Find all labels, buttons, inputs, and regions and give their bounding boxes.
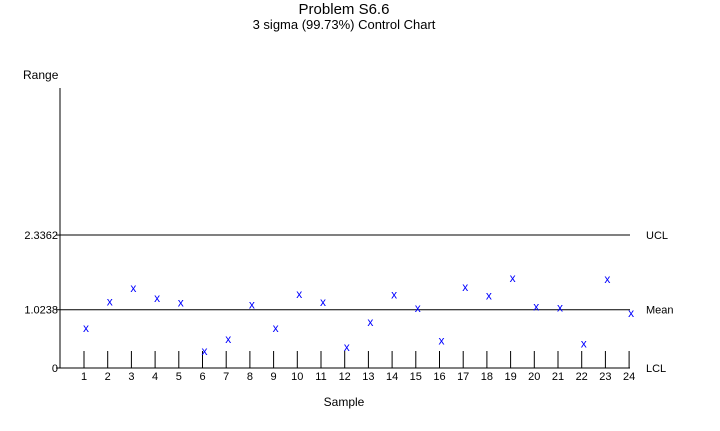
data-point: x [628,306,634,320]
x-axis-title: Sample [324,395,365,409]
data-point: x [83,321,89,335]
data-point: x [367,315,373,329]
x-tick-label: 6 [199,371,205,383]
mean-y-tick-label: 1.0238 [24,305,58,317]
x-tick-label: 10 [291,371,303,383]
x-tick-label: 5 [176,371,182,383]
x-tick-label: 23 [599,371,611,383]
x-tick-label: 14 [386,371,398,383]
x-tick-label: 4 [152,371,158,383]
data-point: x [510,271,516,285]
data-point: x [130,281,136,295]
data-point: x [581,337,587,351]
data-point: x [415,301,421,315]
x-tick-label: 18 [481,371,493,383]
chart-subtitle: 3 sigma (99.73%) Control Chart [252,17,436,32]
x-tick-label: 20 [528,371,540,383]
data-point: x [320,295,326,309]
data-point: x [391,288,397,302]
x-tick-label: 11 [315,371,326,383]
chart-title: Problem S6.6 [298,1,390,18]
data-point: x [439,334,445,348]
x-tick-label: 1 [81,371,87,383]
mean-label: Mean [646,305,674,317]
data-point: x [533,300,539,314]
data-point: x [225,332,231,346]
x-tick-label: 24 [623,371,635,383]
data-point: x [154,291,160,305]
data-point: x [178,296,184,310]
x-tick-label: 17 [457,371,469,383]
x-tick-label: 22 [576,371,588,383]
x-tick-label: 19 [504,371,516,383]
x-tick-label: 16 [433,371,445,383]
ucl-y-tick-label: 2.3362 [24,230,58,242]
data-point: x [202,344,208,358]
data-point: x [107,294,113,308]
data-point: x [273,321,279,335]
data-point: x [557,301,563,315]
data-point: x [486,289,492,303]
x-tick-label: 3 [128,371,134,383]
x-tick-label: 21 [552,371,564,383]
ucl-label: UCL [646,230,668,242]
data-point: x [296,287,302,301]
data-point: x [249,297,255,311]
x-tick-label: 13 [362,371,374,383]
x-tick-label: 7 [223,371,229,383]
y-axis-title: Range [23,68,59,82]
x-tick-label: 15 [410,371,422,383]
lcl-y-tick-label: 0 [52,363,58,375]
data-point: x [604,272,610,286]
x-tick-label: 12 [339,371,351,383]
data-point: x [344,340,350,354]
x-tick-label: 9 [271,371,277,383]
data-point: x [462,280,468,294]
lcl-label: LCL [646,363,666,375]
x-tick-label: 2 [105,371,111,383]
x-tick-label: 8 [247,371,253,383]
